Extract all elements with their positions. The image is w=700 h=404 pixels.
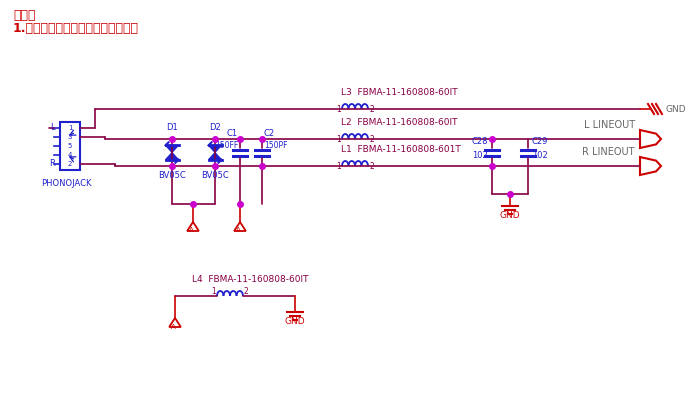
Text: 1.磁珠和电容可根据测试结果来调整: 1.磁珠和电容可根据测试结果来调整 xyxy=(13,22,139,35)
Text: C28: C28 xyxy=(472,137,488,147)
Text: PHONOJACK: PHONOJACK xyxy=(41,179,91,188)
Text: C1: C1 xyxy=(227,129,238,138)
Polygon shape xyxy=(165,152,178,160)
Text: 备注：: 备注： xyxy=(13,9,36,22)
Text: 102: 102 xyxy=(532,151,547,160)
Text: 4: 4 xyxy=(68,152,72,158)
Text: 2: 2 xyxy=(369,105,374,114)
Text: 1: 1 xyxy=(336,162,341,171)
Text: L2  FBMA-11-160808-60IT: L2 FBMA-11-160808-60IT xyxy=(341,118,458,127)
Text: L1  FBMA-11-160808-601T: L1 FBMA-11-160808-601T xyxy=(341,145,461,154)
Text: 1: 1 xyxy=(336,135,341,144)
Text: L LINEOUT: L LINEOUT xyxy=(584,120,635,130)
Text: 2: 2 xyxy=(369,162,374,171)
Text: R: R xyxy=(49,160,55,168)
Text: 5: 5 xyxy=(68,143,72,149)
Text: 3: 3 xyxy=(68,134,72,140)
Polygon shape xyxy=(209,145,221,152)
Text: L4  FBMA-11-160808-60IT: L4 FBMA-11-160808-60IT xyxy=(192,275,309,284)
Polygon shape xyxy=(165,145,178,152)
Text: A: A xyxy=(188,227,193,233)
Text: L3  FBMA-11-160808-60IT: L3 FBMA-11-160808-60IT xyxy=(341,88,458,97)
Text: 1: 1 xyxy=(336,105,341,114)
Text: 150FF: 150FF xyxy=(215,141,238,150)
Text: GND: GND xyxy=(665,105,685,114)
Text: A: A xyxy=(236,227,240,233)
Text: GND: GND xyxy=(500,211,520,220)
Text: D2: D2 xyxy=(209,124,221,133)
Text: R LINEOUT: R LINEOUT xyxy=(582,147,635,157)
Text: 2: 2 xyxy=(244,287,248,296)
Text: A: A xyxy=(171,324,176,330)
Text: C29: C29 xyxy=(532,137,548,147)
Text: BV05C: BV05C xyxy=(201,172,229,181)
Text: 102: 102 xyxy=(473,151,488,160)
Text: C2: C2 xyxy=(264,129,275,138)
Text: 1: 1 xyxy=(68,125,72,131)
Text: L: L xyxy=(50,124,55,133)
Text: 2: 2 xyxy=(68,161,72,167)
Text: BV05C: BV05C xyxy=(158,172,186,181)
Polygon shape xyxy=(209,152,221,160)
Text: 150PF: 150PF xyxy=(264,141,288,150)
Text: 1: 1 xyxy=(211,287,216,296)
Text: D1: D1 xyxy=(166,124,178,133)
Text: 2: 2 xyxy=(369,135,374,144)
Text: GND: GND xyxy=(285,317,305,326)
